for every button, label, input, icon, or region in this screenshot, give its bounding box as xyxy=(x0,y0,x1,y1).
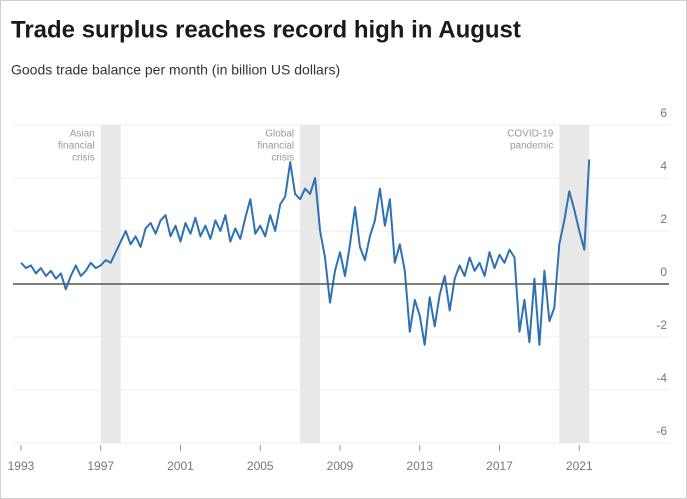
data-line xyxy=(20,159,591,346)
x-tick-label: 2005 xyxy=(247,459,274,473)
y-tick-label: 4 xyxy=(660,159,667,173)
y-tick-label: -4 xyxy=(656,371,667,385)
x-tick-label: 1993 xyxy=(8,459,35,473)
x-tick-label: 2021 xyxy=(566,459,593,473)
period-label: Asian xyxy=(70,129,95,140)
y-tick-label: 2 xyxy=(660,212,667,226)
x-tick-label: 2001 xyxy=(167,459,194,473)
period-label: financial xyxy=(58,141,95,152)
x-tick-label: 1997 xyxy=(87,459,114,473)
period-label: Global xyxy=(265,129,294,140)
period-label: pandemic xyxy=(510,141,553,152)
period-label: crisis xyxy=(72,153,95,164)
y-tick-label: 6 xyxy=(660,106,667,120)
chart-subtitle: Goods trade balance per month (in billio… xyxy=(11,62,340,78)
y-tick-label: -6 xyxy=(656,424,667,438)
x-tick-label: 2017 xyxy=(486,459,513,473)
period-label: financial xyxy=(257,141,294,152)
x-tick-label: 2009 xyxy=(327,459,354,473)
chart-title: Trade surplus reaches record high in Aug… xyxy=(11,16,521,43)
period-label: crisis xyxy=(271,153,294,164)
y-tick-label: 0 xyxy=(660,265,667,279)
x-tick-label: 2013 xyxy=(406,459,433,473)
period-label: COVID-19 xyxy=(507,129,554,140)
y-tick-label: -2 xyxy=(656,318,667,332)
